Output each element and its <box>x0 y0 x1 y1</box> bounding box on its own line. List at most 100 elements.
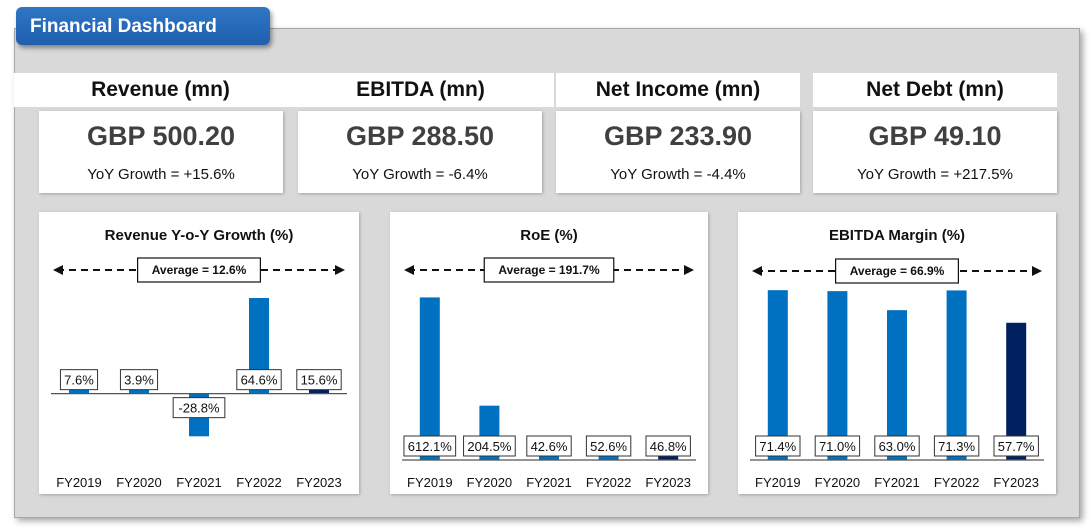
average-box <box>834 258 960 284</box>
x-tick-label: FY2019 <box>755 475 801 490</box>
data-label: 42.6% <box>526 435 572 457</box>
data-label: 204.5% <box>463 435 516 457</box>
arrow-right-icon <box>335 265 345 275</box>
data-label-text: 63.0% <box>879 439 916 454</box>
x-tick-label: FY2022 <box>934 475 980 490</box>
average-box <box>483 257 615 283</box>
data-label: 46.8% <box>645 435 691 457</box>
kpi-net-debt-card: GBP 49.10 YoY Growth = +217.5% <box>813 111 1057 193</box>
data-label-box <box>814 435 861 457</box>
bar-fy2022 <box>946 290 967 460</box>
x-tick-label: FY2022 <box>586 475 632 490</box>
data-label: 71.3% <box>933 435 980 457</box>
average-label: Average = 12.6% <box>152 263 247 277</box>
bar-fy2020 <box>129 387 149 394</box>
dashboard-title: Financial Dashboard <box>16 7 270 45</box>
arrow-left-icon <box>53 265 63 275</box>
x-tick-label: FY2020 <box>116 475 162 490</box>
x-tick-label: FY2019 <box>56 475 102 490</box>
kpi-net-income-card: GBP 233.90 YoY Growth = -4.4% <box>556 111 800 193</box>
data-label: 64.6% <box>236 369 282 391</box>
bar-fy2019 <box>419 297 440 460</box>
kpi-ebitda-title: EBITDA (mn) <box>287 73 554 107</box>
data-label-text: 71.0% <box>819 439 856 454</box>
chart-roe-svg: RoE (%) Average = 191.7% 612.1% 204.5% 42.6%… <box>402 227 696 490</box>
arrow-left-icon <box>404 265 414 275</box>
data-label-box <box>526 435 572 457</box>
data-label-text: 46.8% <box>650 439 687 454</box>
data-label: -28.8% <box>172 397 226 419</box>
data-label: 7.6% <box>59 369 99 391</box>
x-tick-label: FY2022 <box>236 475 282 490</box>
data-label-text: 71.3% <box>938 439 975 454</box>
chart-revenue-growth: Revenue Y-o-Y Growth (%) Average = 12.6% 7… <box>39 212 359 494</box>
data-label: 63.0% <box>874 435 920 457</box>
data-label-text: 52.6% <box>590 439 627 454</box>
x-tick-label: FY2021 <box>176 475 222 490</box>
data-label-box <box>172 397 226 419</box>
kpi-net-income-yoy: YoY Growth = -4.4% <box>610 166 746 183</box>
kpi-net-debt-value: GBP 49.10 <box>868 121 1002 151</box>
average-box <box>136 257 262 283</box>
chart-ebitda-margin-svg: EBITDA Margin (%) Average = 66.9% 71.4% 71.… <box>750 227 1044 490</box>
data-label-box <box>463 435 516 457</box>
data-label-box <box>403 435 457 457</box>
data-label-text: 3.9% <box>124 373 154 388</box>
average-label: Average = 191.7% <box>498 263 600 277</box>
kpi-ebitda-value: GBP 288.50 <box>345 121 495 151</box>
x-tick-label: FY2023 <box>645 475 691 490</box>
data-label: 71.4% <box>755 435 801 457</box>
kpi-net-debt-title: Net Debt (mn) <box>813 73 1057 107</box>
x-tick-label: FY2021 <box>526 475 572 490</box>
data-label-text: 204.5% <box>467 439 512 454</box>
bar-fy2021 <box>887 310 907 460</box>
kpi-net-income-title: Net Income (mn) <box>556 73 800 107</box>
average-label: Average = 66.9% <box>850 264 945 278</box>
average-indicator: Average = 191.7% <box>404 257 694 283</box>
chart-revenue-growth-svg: Revenue Y-o-Y Growth (%) Average = 12.6% 7… <box>51 227 347 490</box>
data-label-box <box>874 435 920 457</box>
kpi-revenue-value: GBP 500.20 <box>86 121 236 151</box>
data-label-box <box>119 369 159 391</box>
chart-roe: RoE (%) Average = 191.7% 612.1% 204.5% 42.6%… <box>390 212 708 494</box>
average-indicator: Average = 66.9% <box>752 258 1042 284</box>
chart-title: RoE (%) <box>520 227 578 244</box>
arrow-right-icon <box>684 265 694 275</box>
bar-fy2023 <box>1006 322 1027 460</box>
x-tick-label: FY2021 <box>874 475 920 490</box>
data-label-box <box>59 369 99 391</box>
data-label-box <box>645 435 691 457</box>
data-label-box <box>236 369 282 391</box>
data-label-box <box>933 435 980 457</box>
x-tick-label: FY2020 <box>467 475 513 490</box>
data-label: 612.1% <box>403 435 457 457</box>
data-label-text: 15.6% <box>301 373 338 388</box>
data-label: 3.9% <box>119 369 159 391</box>
x-tick-label: FY2019 <box>407 475 453 490</box>
x-tick-label: FY2020 <box>815 475 861 490</box>
data-label: 71.0% <box>814 435 861 457</box>
kpi-ebitda-card: GBP 288.50 YoY Growth = -6.4% <box>298 111 542 193</box>
chart-title: EBITDA Margin (%) <box>829 227 965 244</box>
bar-fy2019 <box>767 290 788 460</box>
kpi-revenue-card: GBP 500.20 YoY Growth = +15.6% <box>39 111 283 193</box>
kpi-ebitda-yoy: YoY Growth = -6.4% <box>352 166 488 183</box>
data-label-box <box>993 435 1039 457</box>
data-label-text: 42.6% <box>531 439 568 454</box>
data-label-box <box>755 435 801 457</box>
data-label-text: 7.6% <box>64 373 94 388</box>
data-label-box <box>585 435 632 457</box>
kpi-revenue-yoy: YoY Growth = +15.6% <box>87 166 235 183</box>
data-label: 15.6% <box>296 369 342 391</box>
x-tick-label: FY2023 <box>296 475 342 490</box>
kpi-net-debt-yoy: YoY Growth = +217.5% <box>857 166 1013 183</box>
data-label-text: 71.4% <box>759 439 796 454</box>
data-label-text: -28.8% <box>178 401 220 416</box>
x-tick-label: FY2023 <box>993 475 1039 490</box>
data-label: 52.6% <box>585 435 632 457</box>
chart-ebitda-margin: EBITDA Margin (%) Average = 66.9% 71.4% 71.… <box>738 212 1056 494</box>
kpi-revenue-title: Revenue (mn) <box>14 73 307 107</box>
data-label-text: 612.1% <box>408 439 453 454</box>
arrow-right-icon <box>1032 266 1042 276</box>
data-label-text: 57.7% <box>998 439 1035 454</box>
